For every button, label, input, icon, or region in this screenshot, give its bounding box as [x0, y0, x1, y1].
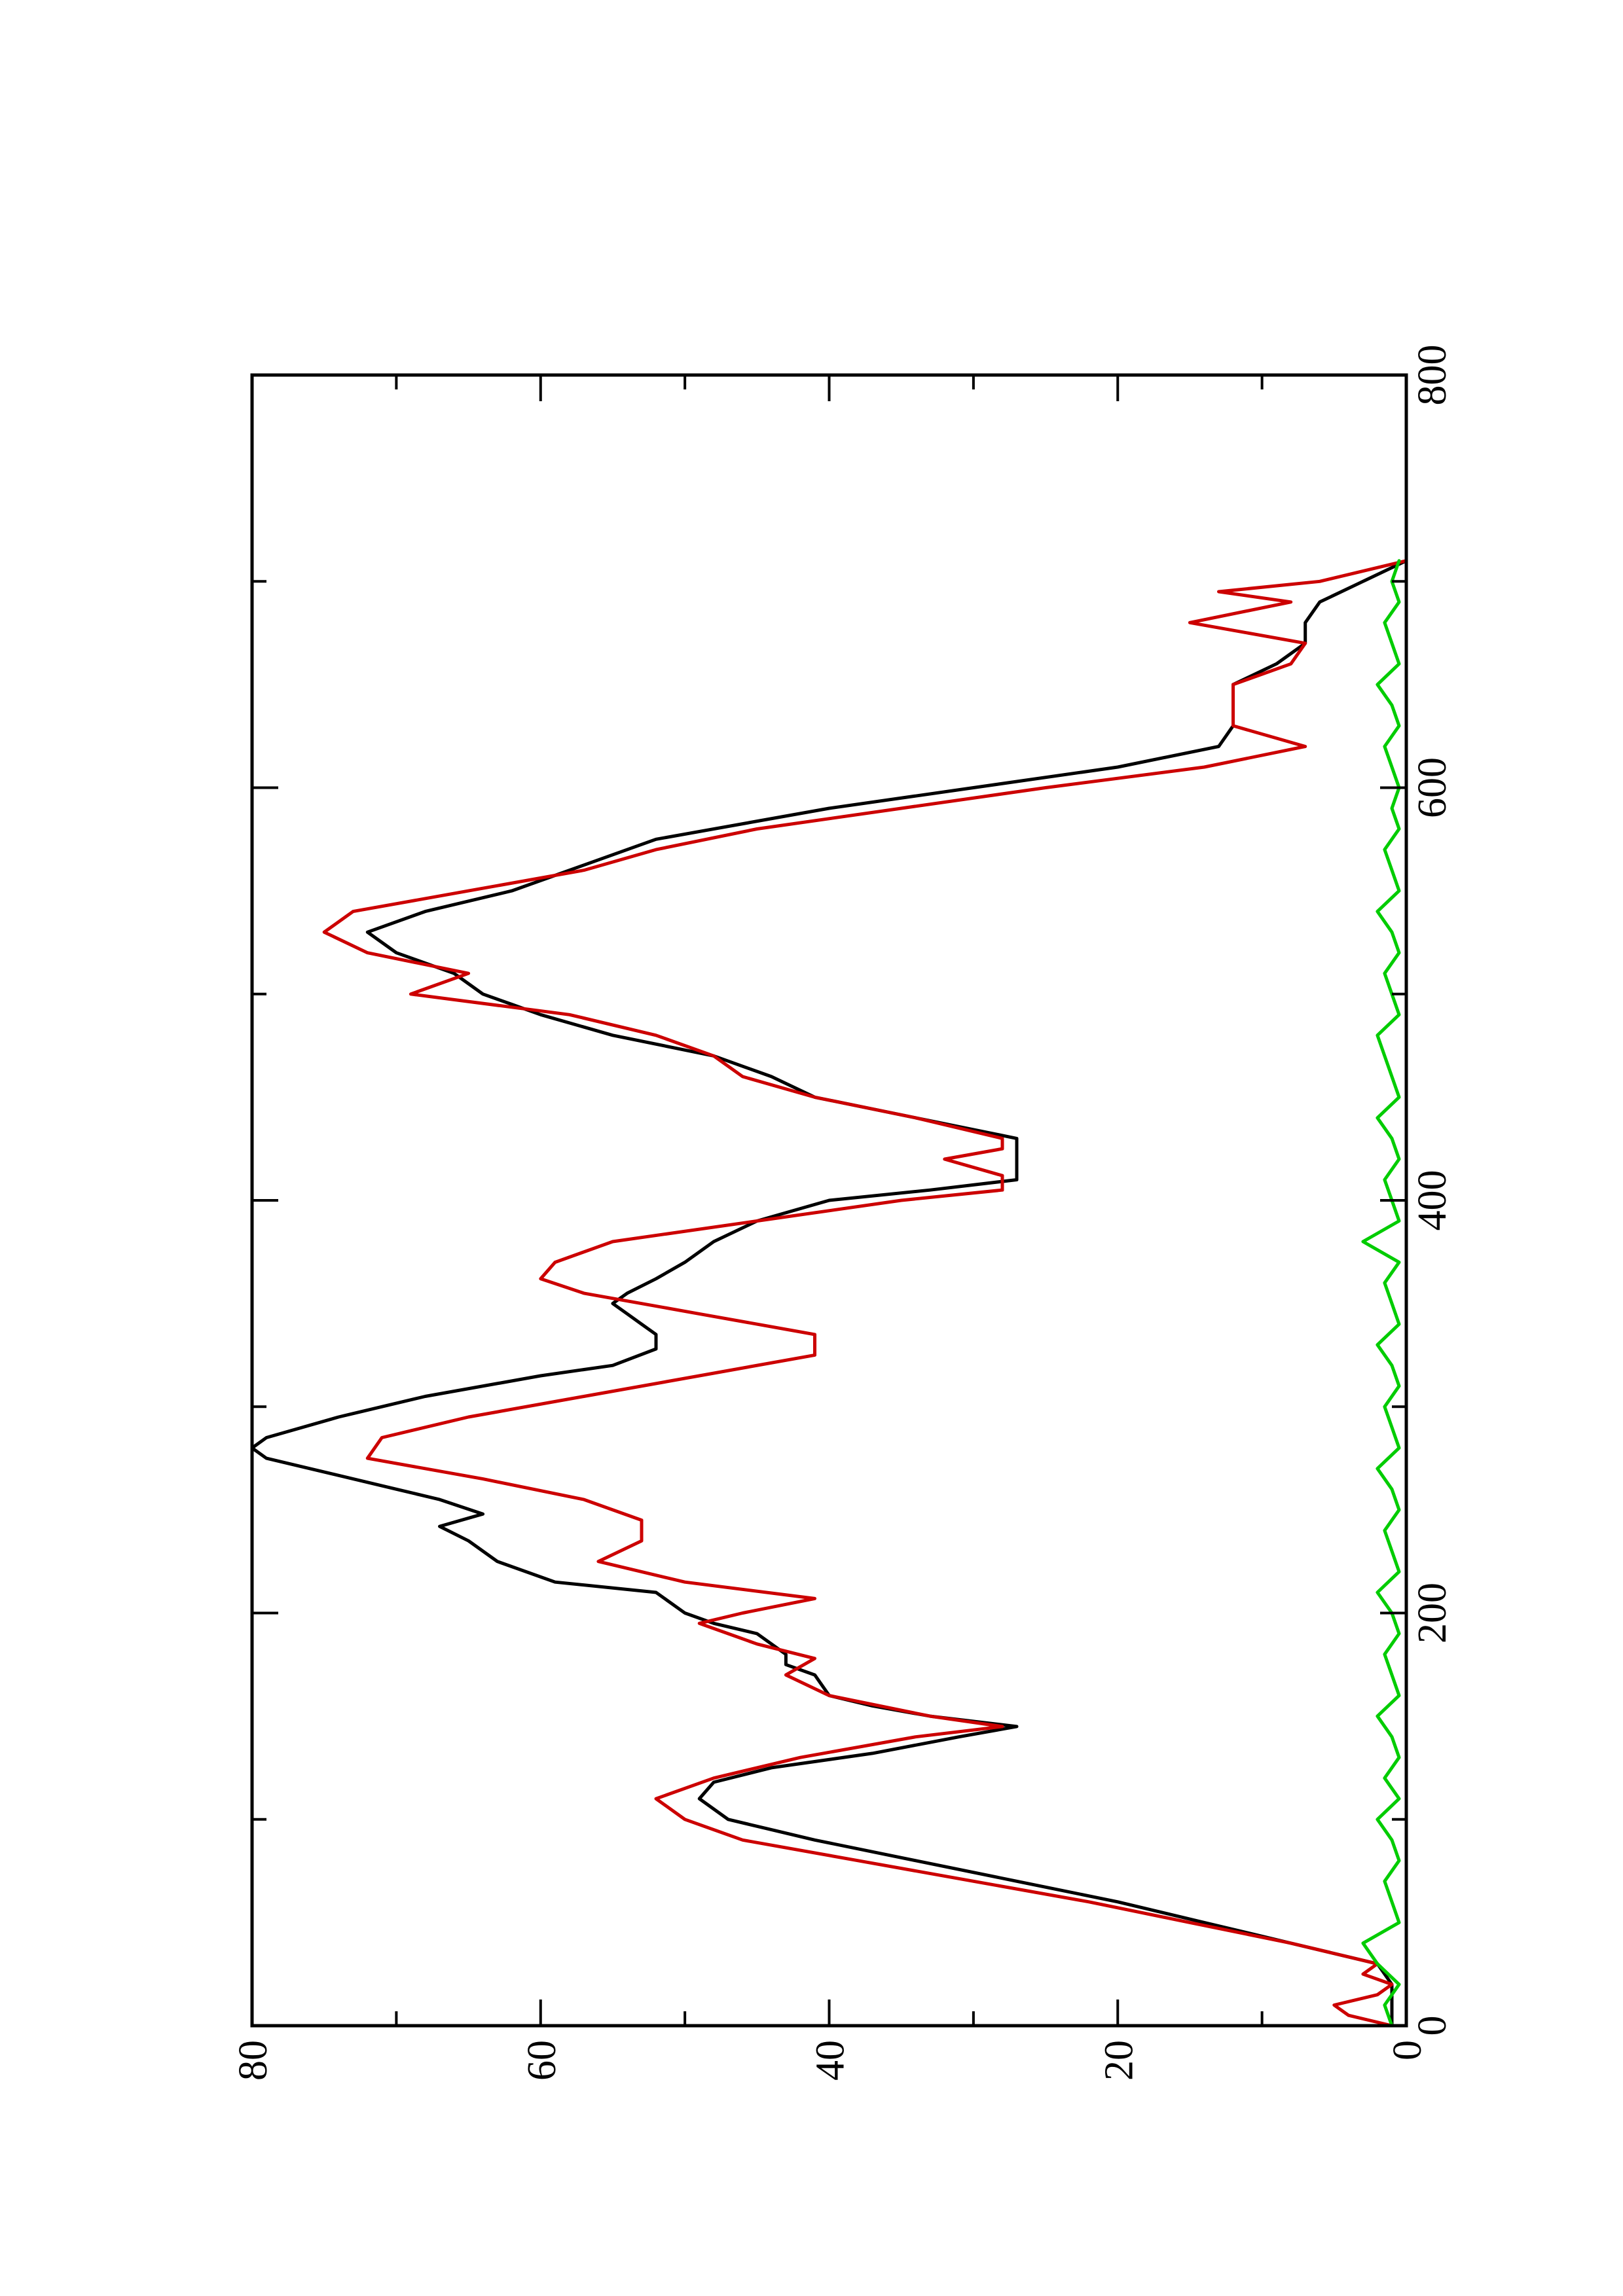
x-tick-label: 800 — [1410, 345, 1455, 406]
y-tick-label: 0 — [1385, 2040, 1430, 2060]
y-tick-label: 40 — [809, 2040, 853, 2081]
x-tick-label: 400 — [1410, 1170, 1455, 1231]
x-tick-label: 600 — [1410, 757, 1455, 818]
y-tick-label: 80 — [231, 2040, 276, 2081]
x-tick-label: 0 — [1410, 2016, 1455, 2036]
series-line-2 — [322, 559, 1408, 2028]
series-layer — [250, 559, 1408, 2028]
tick-layer — [251, 374, 1408, 2027]
y-tick-label: 60 — [520, 2040, 564, 2081]
series-line-3 — [1361, 559, 1401, 2028]
x-tick-label: 200 — [1410, 1583, 1455, 1643]
y-tick-label: 20 — [1097, 2040, 1141, 2081]
label-layer: 0 200 400 600 800 0 20 40 60 80 — [231, 345, 1455, 2081]
